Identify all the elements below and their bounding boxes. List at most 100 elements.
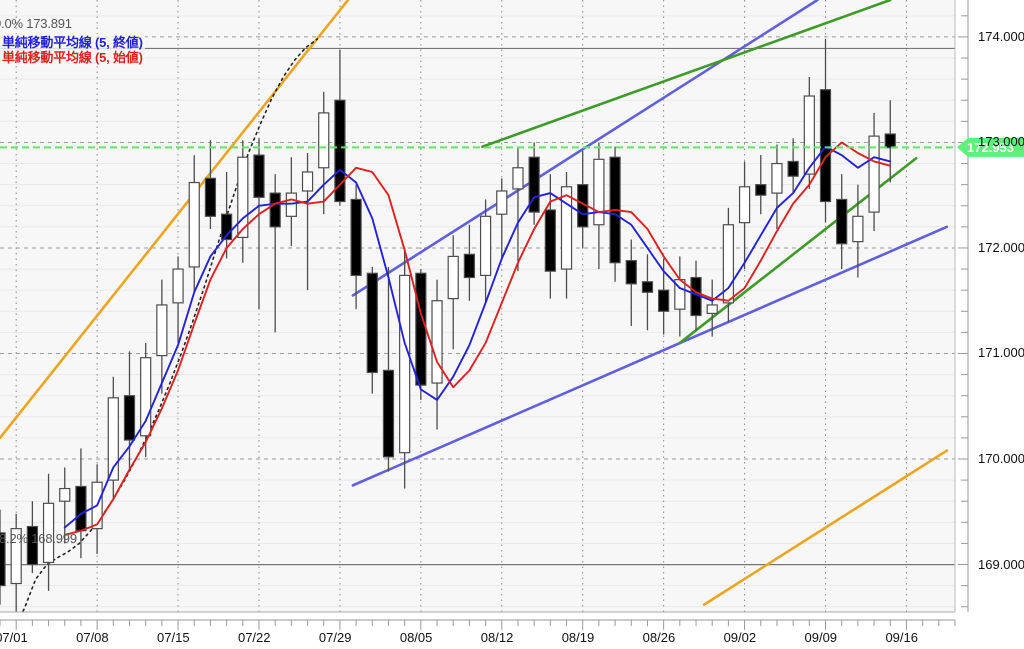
candlestick[interactable] <box>220 171 233 259</box>
y-axis-ticks <box>958 15 968 608</box>
candle-body <box>803 95 815 175</box>
candle-body <box>560 186 573 270</box>
candle-body <box>625 260 637 285</box>
candlestick[interactable] <box>172 256 184 343</box>
candlestick[interactable] <box>350 184 362 310</box>
candlestick[interactable] <box>593 142 605 270</box>
candle-body <box>123 395 136 441</box>
candlestick[interactable] <box>431 279 443 430</box>
candlestick[interactable] <box>641 254 654 331</box>
candle-body <box>318 112 330 169</box>
candlestick[interactable] <box>479 199 492 303</box>
axis-lines <box>0 0 969 621</box>
candlestick[interactable] <box>399 247 411 489</box>
x-axis-tick-label: 09/16 <box>885 630 918 645</box>
candlestick[interactable] <box>512 146 524 272</box>
x-axis-tick-label: 08/19 <box>561 630 595 645</box>
candlestick[interactable] <box>42 473 55 591</box>
candlestick[interactable] <box>382 266 395 472</box>
current-price-tag[interactable]: 172.953 <box>967 139 1014 155</box>
candle-body <box>706 304 718 314</box>
candlestick[interactable] <box>285 157 297 246</box>
candlestick[interactable] <box>0 509 6 605</box>
x-axis-tick-label: 07/08 <box>76 630 109 645</box>
current-price-tag-shape[interactable] <box>957 137 1024 157</box>
candlestick[interactable] <box>156 279 168 394</box>
candle-body <box>107 397 119 481</box>
candlestick[interactable] <box>884 100 896 183</box>
candle-body <box>220 213 233 241</box>
ma-line <box>63 141 892 536</box>
candle-body <box>75 485 87 532</box>
candlestick[interactable] <box>463 224 476 301</box>
indicator-legend: 単純移動平均線 (5, 終値) 単純移動平均線 (5, 始値) <box>0 34 145 66</box>
candlestick[interactable] <box>528 142 540 225</box>
candlestick[interactable] <box>868 112 880 232</box>
candlestick[interactable] <box>496 178 508 261</box>
candlestick[interactable] <box>269 174 281 333</box>
x-axis-tick-label: 07/01 <box>0 630 28 645</box>
candlestick[interactable] <box>318 91 330 215</box>
candle-body <box>382 369 395 458</box>
candle-body <box>738 186 751 224</box>
y-axis-tick-label: 172.000 <box>978 239 1024 255</box>
candlestick[interactable] <box>59 467 71 544</box>
candlestick[interactable] <box>706 279 718 337</box>
candle-body <box>431 300 443 384</box>
candlestick[interactable] <box>852 184 864 278</box>
candle-body <box>285 192 297 217</box>
candle-body <box>496 190 508 215</box>
candle-body <box>836 198 848 245</box>
x-axis-tick-label: 09/02 <box>723 630 757 645</box>
candlestick[interactable] <box>188 155 200 293</box>
candle-body <box>42 502 55 564</box>
x-axis-tick-label: 08/12 <box>480 630 514 645</box>
candle-body <box>188 181 200 268</box>
candlestick[interactable] <box>123 351 136 470</box>
parabolic-dotted-line <box>21 38 319 612</box>
candle-body <box>722 224 735 304</box>
ma-line <box>63 145 892 529</box>
candle-body <box>26 525 38 566</box>
candlestick[interactable] <box>836 174 848 270</box>
candlestick[interactable] <box>447 235 459 350</box>
candle-body <box>301 171 314 192</box>
candle-body <box>269 192 281 228</box>
candlestick[interactable] <box>771 144 783 229</box>
candle-body <box>593 158 605 226</box>
candlestick[interactable] <box>107 376 119 500</box>
candle-body <box>528 156 540 213</box>
candlestick[interactable] <box>755 155 767 215</box>
candlestick[interactable] <box>334 49 346 206</box>
candlestick[interactable] <box>560 171 573 299</box>
candle-body <box>544 209 556 272</box>
candlestick[interactable] <box>140 342 152 457</box>
candlestick[interactable] <box>722 207 735 322</box>
candle-body <box>479 215 492 277</box>
candlestick[interactable] <box>738 161 751 270</box>
candle-body <box>852 215 864 243</box>
candlestick[interactable] <box>10 513 22 612</box>
x-axis-tick-label: 07/15 <box>157 630 190 645</box>
legend-sma-open[interactable]: 単純移動平均線 (5, 始値) <box>2 50 143 65</box>
candlestick[interactable] <box>366 266 378 394</box>
price-tag-shape <box>957 137 1024 157</box>
y-axis-tick-label: 169.000 <box>978 556 1024 572</box>
legend-sma-close[interactable]: 単純移動平均線 (5, 終値) <box>2 35 143 50</box>
candlestick[interactable] <box>819 39 832 223</box>
candlestick[interactable] <box>803 77 815 189</box>
sar-dotted-path <box>21 38 319 612</box>
candlestick[interactable] <box>625 239 637 327</box>
candle-body <box>512 167 524 190</box>
candlestick[interactable] <box>237 140 249 263</box>
candle-body <box>172 268 184 304</box>
candle-body <box>787 160 799 177</box>
candlestick[interactable] <box>544 174 556 299</box>
candlestick[interactable] <box>301 153 314 291</box>
candlestick[interactable] <box>26 501 38 573</box>
candlestick[interactable] <box>253 138 265 310</box>
candlestick[interactable] <box>204 140 217 229</box>
